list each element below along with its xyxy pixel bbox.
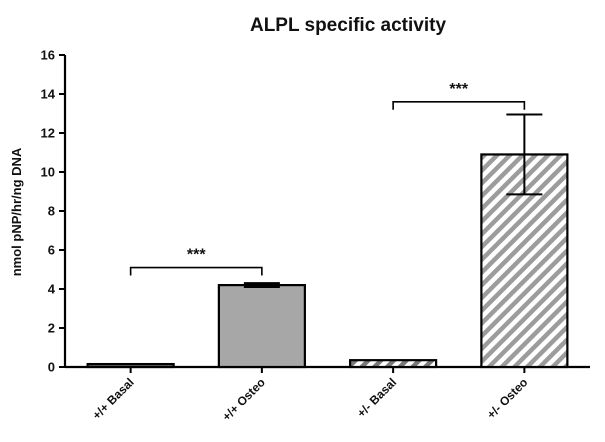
y-tick-label: 0 xyxy=(48,360,55,375)
x-tick-label: +/+ Basal xyxy=(90,375,137,422)
x-tick-label: +/+ Osteo xyxy=(219,375,268,424)
significance-label: *** xyxy=(449,81,468,98)
y-tick-label: 2 xyxy=(48,321,55,336)
significance-bracket xyxy=(392,101,526,110)
y-tick-label: 6 xyxy=(48,243,55,258)
bar xyxy=(86,362,175,369)
y-tick-label: 8 xyxy=(48,204,55,219)
y-tick-label: 14 xyxy=(41,87,56,102)
x-tick-label: +/- Basal xyxy=(354,375,399,420)
y-tick-label: 16 xyxy=(41,48,55,63)
y-axis-label: nmol pNP/hr/ng DNA xyxy=(9,147,24,276)
significance-bracket xyxy=(129,266,263,276)
y-tick-label: 4 xyxy=(48,282,56,297)
plot-area: 0 2 4 6 8 10 12 14 16 +/+ Basal +/+ Osteo +/- Basal… xyxy=(41,48,590,424)
y-tick-label: 12 xyxy=(41,126,55,141)
significance-label: *** xyxy=(187,247,206,264)
x-tick-label: +/- Osteo xyxy=(484,375,530,421)
y-tick-label: 10 xyxy=(41,165,55,180)
bar xyxy=(217,284,306,369)
bar xyxy=(349,359,438,369)
chart-title: ALPL specific activity xyxy=(250,15,446,36)
